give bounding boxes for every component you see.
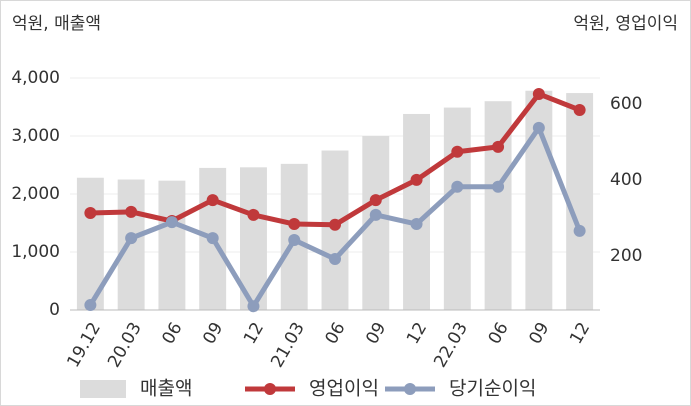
legend-item: 당기순이익	[385, 378, 536, 400]
y-tick-label: 0	[49, 300, 60, 320]
legend-item: 매출액	[80, 378, 192, 400]
bar	[403, 113, 430, 311]
legend-swatch-point	[404, 383, 416, 395]
line-point	[288, 234, 301, 247]
y-axis-title: 억원, 매출액	[12, 14, 101, 34]
y-tick-label: 1,000	[11, 242, 60, 262]
y-tick-label: 3,000	[11, 126, 60, 146]
line-point	[573, 224, 586, 237]
legend-label: 당기순이익	[449, 378, 536, 400]
line-point	[329, 218, 341, 231]
y-tick-label: 2,000	[11, 184, 60, 204]
line-point	[573, 103, 586, 116]
line-point	[206, 232, 219, 245]
line-point	[451, 145, 464, 158]
y2-tick-label: 600	[610, 94, 642, 114]
line-point	[288, 218, 301, 231]
legend-label: 영업이익	[309, 378, 379, 400]
bar	[117, 179, 145, 310]
legend-label: 매출액	[140, 378, 192, 400]
line-point	[369, 194, 382, 207]
line-point	[369, 208, 382, 221]
line-point	[84, 207, 97, 220]
line-point	[410, 218, 423, 231]
legend-swatch-point	[264, 383, 276, 395]
line-point	[451, 180, 464, 193]
y2-tick-label: 200	[610, 246, 642, 266]
line-point	[206, 194, 219, 207]
y2-tick-label: 400	[610, 170, 642, 190]
line-point	[165, 216, 178, 229]
line-point	[492, 140, 505, 153]
line-point	[329, 253, 341, 266]
bar	[240, 167, 267, 310]
y2-axis-title: 억원, 영업이익	[573, 14, 678, 34]
line-point	[125, 205, 138, 218]
line-point	[247, 300, 260, 313]
legend-swatch	[80, 380, 126, 398]
y-tick-label: 4,000	[11, 68, 60, 88]
line-point	[410, 173, 423, 186]
bar	[158, 180, 186, 310]
line-point	[532, 87, 545, 100]
line-point	[247, 208, 260, 221]
legend-item: 영업이익	[245, 378, 379, 400]
line-point	[125, 232, 138, 245]
line-point	[84, 299, 97, 312]
line-point	[492, 180, 505, 193]
bar	[443, 107, 471, 310]
line-point	[532, 121, 545, 134]
